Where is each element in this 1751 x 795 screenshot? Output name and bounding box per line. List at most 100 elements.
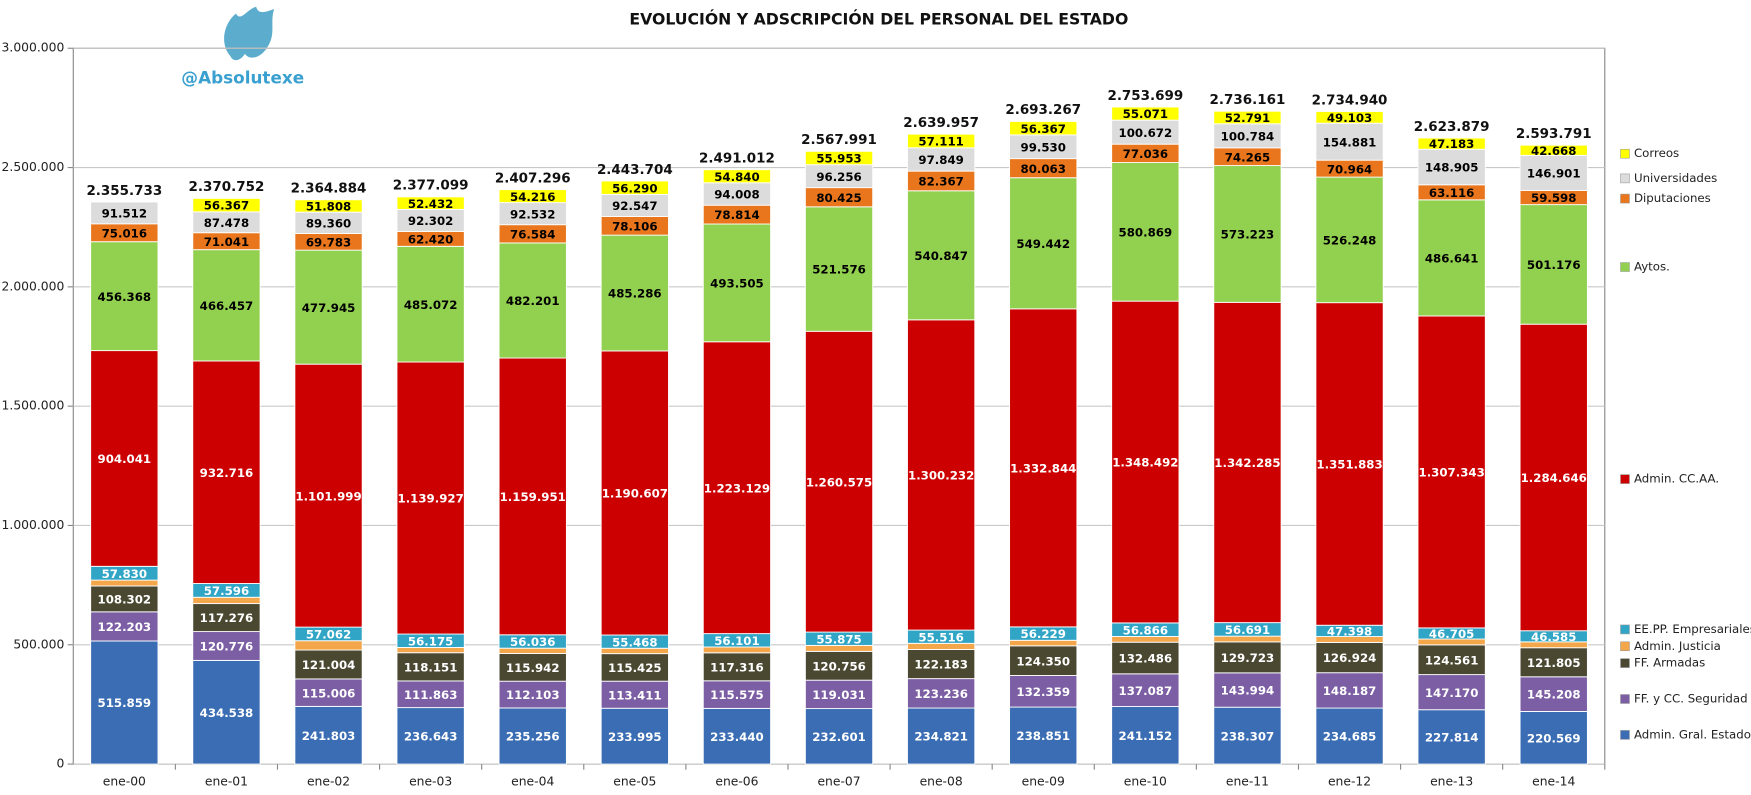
- bar-segment: [294, 649, 363, 680]
- data-label: 238.851: [1016, 729, 1070, 743]
- y-tick-label: 2.000.000: [2, 279, 65, 293]
- total-label: 2.639.957: [903, 116, 979, 131]
- data-label: 82.367: [918, 175, 963, 189]
- data-label: 78.814: [714, 208, 759, 222]
- data-label: 115.575: [710, 688, 764, 702]
- data-label: 232.601: [812, 730, 866, 744]
- legend-swatch: [1620, 148, 1630, 159]
- legend-swatch: [1620, 474, 1630, 484]
- data-label: 52.432: [408, 197, 453, 211]
- y-tick-label: 0: [56, 757, 64, 771]
- data-label: 485.072: [404, 298, 458, 312]
- total-label: 2.593.791: [1516, 127, 1592, 142]
- bar-segment: [1111, 636, 1180, 643]
- bar-segment: [600, 234, 669, 352]
- data-label: 119.031: [812, 688, 866, 702]
- bar-segment: [1417, 315, 1486, 629]
- x-tick-label: ene-11: [1226, 775, 1269, 789]
- x-tick-label: ene-05: [613, 775, 656, 789]
- data-label: 112.103: [506, 688, 560, 702]
- data-label: 99.530: [1021, 140, 1066, 154]
- legend-label: FF. y CC. Seguridad: [1634, 691, 1748, 705]
- data-label: 1.348.492: [1112, 456, 1178, 470]
- data-label: 56.866: [1123, 623, 1168, 637]
- data-label: 1.351.883: [1316, 458, 1382, 472]
- data-label: 55.071: [1123, 107, 1168, 121]
- bar-segment: [600, 653, 669, 682]
- legend-label: Correos: [1634, 146, 1679, 160]
- data-label: 132.359: [1016, 685, 1070, 699]
- x-tick-label: ene-03: [409, 775, 452, 789]
- bar-segment: [1519, 204, 1588, 325]
- data-label: 115.006: [302, 686, 356, 700]
- data-label: 233.995: [608, 730, 662, 744]
- total-label: 2.736.161: [1210, 93, 1286, 108]
- y-tick-label: 1.500.000: [2, 399, 65, 413]
- data-label: 434.538: [200, 706, 254, 720]
- data-label: 227.814: [1425, 731, 1479, 745]
- data-label: 89.360: [306, 216, 351, 230]
- bar-segment: [294, 678, 363, 707]
- total-label: 2.370.752: [189, 180, 265, 195]
- bar-segment: [396, 361, 465, 635]
- total-label: 2.753.699: [1107, 89, 1183, 104]
- legend-swatch: [1620, 173, 1630, 184]
- data-label: 70.964: [1327, 162, 1372, 176]
- legend-swatch: [1620, 193, 1630, 204]
- data-label: 97.849: [918, 153, 963, 167]
- bar-segment: [1315, 111, 1384, 124]
- data-label: 42.668: [1531, 144, 1576, 158]
- data-label: 55.875: [816, 632, 861, 646]
- x-tick-label: ene-08: [920, 775, 963, 789]
- data-label: 486.641: [1425, 252, 1479, 266]
- bar-segment: [907, 678, 976, 709]
- data-label: 932.716: [200, 466, 254, 480]
- bar-segment: [498, 707, 567, 765]
- data-label: 540.847: [914, 249, 968, 263]
- data-label: 57.830: [102, 567, 147, 581]
- data-label: 234.685: [1323, 730, 1377, 744]
- bar-segment: [498, 242, 567, 359]
- bar-segment: [1315, 672, 1384, 709]
- data-label: 94.008: [714, 188, 759, 202]
- bar-segment: [396, 245, 465, 363]
- bar-segment: [1009, 645, 1078, 676]
- data-label: 111.863: [404, 688, 458, 702]
- data-label: 143.994: [1221, 684, 1275, 698]
- bar-segment: [192, 659, 261, 765]
- data-label: 92.532: [510, 207, 555, 221]
- total-label: 2.443.704: [597, 163, 673, 178]
- data-label: 75.016: [102, 226, 147, 240]
- data-label: 501.176: [1527, 258, 1581, 272]
- data-label: 147.170: [1425, 686, 1479, 700]
- bar-segment: [1417, 148, 1486, 186]
- data-label: 1.307.343: [1419, 466, 1485, 480]
- bar-segment: [1417, 644, 1486, 676]
- data-label: 46.585: [1531, 630, 1576, 644]
- data-label: 233.440: [710, 730, 764, 744]
- bar-segment: [192, 249, 261, 362]
- data-label: 482.201: [506, 294, 560, 308]
- data-label: 234.821: [914, 730, 968, 744]
- bar-segment: [1213, 165, 1282, 303]
- data-label: 1.332.844: [1010, 461, 1076, 475]
- bar-segment: [1009, 675, 1078, 708]
- data-label: 129.723: [1221, 651, 1275, 665]
- data-label: 904.041: [98, 452, 152, 466]
- data-label: 91.512: [102, 207, 147, 221]
- data-label: 120.776: [200, 640, 254, 654]
- data-label: 113.411: [608, 688, 662, 702]
- data-label: 477.945: [302, 301, 356, 315]
- total-label: 2.364.884: [291, 182, 367, 197]
- data-label: 54.840: [714, 170, 759, 184]
- data-label: 493.505: [710, 277, 764, 291]
- data-label: 122.183: [914, 658, 968, 672]
- data-label: 235.256: [506, 730, 560, 744]
- y-tick-label: 2.500.000: [2, 160, 65, 174]
- data-label: 580.869: [1119, 225, 1173, 239]
- bar-segment: [1417, 709, 1486, 765]
- x-tick-label: ene-04: [511, 775, 554, 789]
- bar-segment: [804, 708, 874, 765]
- bar-segment: [1213, 123, 1282, 149]
- data-label: 87.478: [204, 216, 249, 230]
